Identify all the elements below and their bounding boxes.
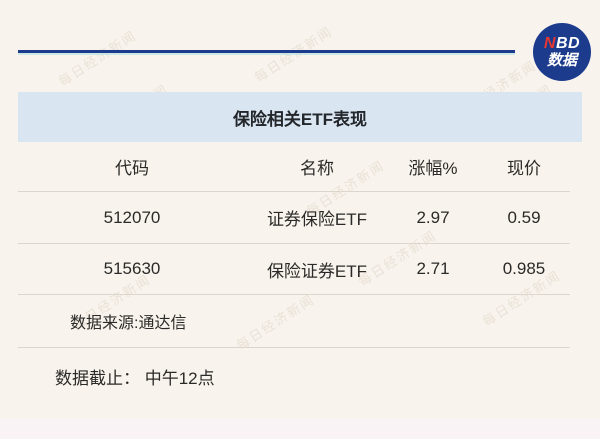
cell-code: 515630	[103, 259, 161, 278]
table-row: 512070 证券保险ETF 2.97 0.59	[18, 192, 570, 244]
data-cutoff-note: 数据截止： 中午12点	[55, 369, 215, 388]
table-header-row: 代码 名称 涨幅% 现价	[18, 142, 570, 192]
table-row: 515630 保险证券ETF 2.71 0.985	[18, 244, 570, 295]
cell-name: 保险证券ETF	[266, 261, 368, 281]
logo-letter-n: N	[543, 34, 556, 52]
logo-letters-bd: BD	[555, 34, 581, 52]
column-header-code: 代码	[115, 159, 149, 178]
cell-code: 512070	[103, 207, 161, 227]
table-source-row: 数据来源:通达信	[18, 295, 570, 348]
cell-change: 2.71	[416, 259, 450, 278]
etf-table: 代码 名称 涨幅% 现价 512070 证券保险ETF 2.97 0.59 51…	[18, 142, 570, 348]
cell-price: 0.985	[502, 259, 546, 278]
cell-price: 0.59	[507, 207, 541, 227]
watermark-text: 每日经济新闻	[55, 27, 140, 90]
header-rule	[18, 50, 515, 55]
bottom-strip	[0, 419, 600, 439]
table-title-bar: 保险相关ETF表现	[18, 92, 582, 142]
column-header-change: 涨幅%	[408, 159, 458, 178]
column-header-name: 名称	[300, 159, 334, 178]
column-header-price: 现价	[507, 159, 541, 178]
logo-wordmark: NBD	[543, 34, 581, 53]
table-title: 保险相关ETF表现	[232, 109, 368, 129]
nbd-logo: NBD 数据	[533, 23, 591, 81]
data-source: 数据来源:通达信	[70, 315, 187, 332]
logo-subtitle: 数据	[546, 51, 577, 69]
cell-change: 2.97	[416, 207, 450, 227]
cell-name: 证券保险ETF	[266, 210, 368, 229]
